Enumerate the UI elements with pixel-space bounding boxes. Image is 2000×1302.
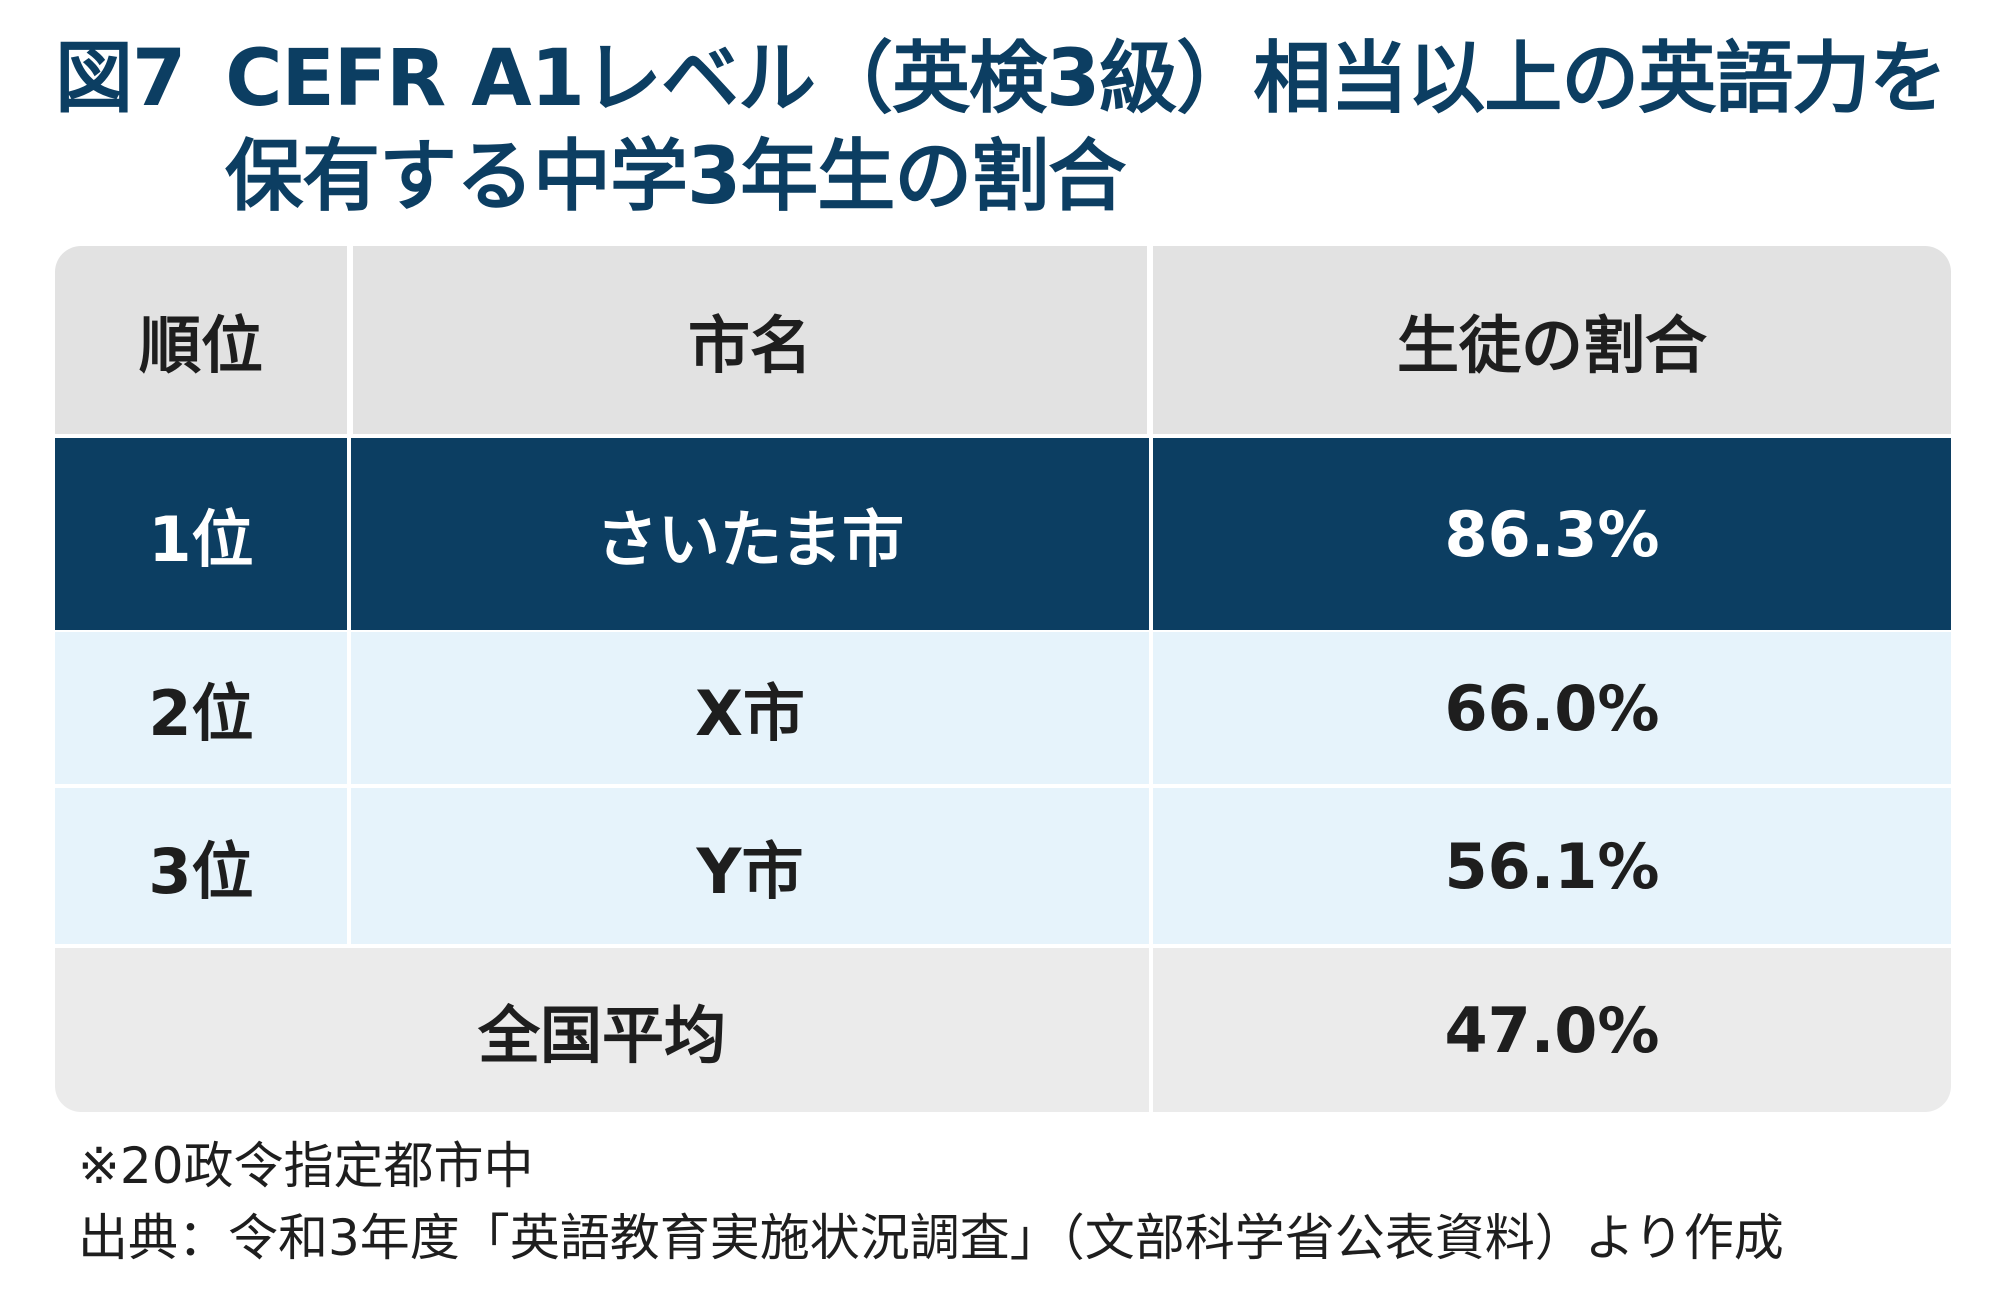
footnote: ※20政令指定都市中 <box>78 1137 534 1195</box>
footnotes: ※20政令指定都市中 出典：令和3年度「英語教育実施状況調査」（文部科学省公表資… <box>78 1130 1968 1274</box>
title-line-2: 保有する中学3年生の割合 <box>225 132 1126 222</box>
title-text-1: CEFR A1レベル（英検3級）相当以上の英語力を <box>225 34 1947 124</box>
figure-number: 図7 <box>55 34 186 124</box>
header-city: 市名 <box>353 246 1147 434</box>
header-rank: 順位 <box>55 246 347 434</box>
row-3-city: Y市 <box>351 788 1149 944</box>
row-3-share: 56.1% <box>1153 788 1951 944</box>
row-1-rank: 1位 <box>55 438 347 630</box>
header-share: 生徒の割合 <box>1153 246 1951 434</box>
national-average-share: 47.0% <box>1153 948 1951 1112</box>
row-2-share: 66.0% <box>1153 632 1951 784</box>
ranking-table: 順位 市名 生徒の割合 1位 さいたま市 86.3% 2位 X市 66.0% 3… <box>55 246 1951 1112</box>
national-average-label: 全国平均 <box>55 948 1149 1112</box>
row-2-rank: 2位 <box>55 632 347 784</box>
title-line-1: 図7 CEFR A1レベル（英検3級）相当以上の英語力を <box>55 30 1975 128</box>
row-1-share: 86.3% <box>1153 438 1951 630</box>
row-3-rank: 3位 <box>55 788 347 944</box>
chart-title: 図7 CEFR A1レベル（英検3級）相当以上の英語力を 保有する中学3年生の割合 <box>55 30 1975 226</box>
source-note: 出典：令和3年度「英語教育実施状況調査」（文部科学省公表資料）より作成 <box>78 1209 1784 1267</box>
row-2-city: X市 <box>351 632 1149 784</box>
row-1-city: さいたま市 <box>351 438 1149 630</box>
